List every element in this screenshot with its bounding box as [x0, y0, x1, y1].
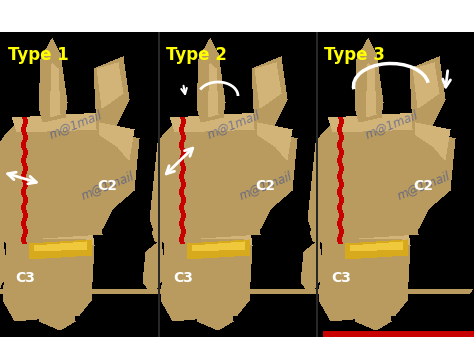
Text: Type 3: Type 3: [324, 46, 385, 64]
Text: C3: C3: [173, 271, 193, 285]
Text: m@1mail: m@1mail: [205, 108, 262, 141]
Text: Type 2: Type 2: [166, 46, 227, 64]
Text: C3: C3: [15, 271, 35, 285]
Text: m@1mail: m@1mail: [237, 169, 294, 202]
Text: C3: C3: [331, 271, 351, 285]
Text: C2: C2: [413, 179, 433, 193]
Text: C2: C2: [97, 179, 117, 193]
Text: m@1mail: m@1mail: [363, 108, 420, 141]
Text: m@1mail: m@1mail: [47, 108, 104, 141]
Text: m@1mail: m@1mail: [395, 169, 452, 202]
Text: m@1mail: m@1mail: [79, 169, 136, 202]
Text: C2: C2: [255, 179, 275, 193]
Text: Type 1: Type 1: [8, 46, 69, 64]
